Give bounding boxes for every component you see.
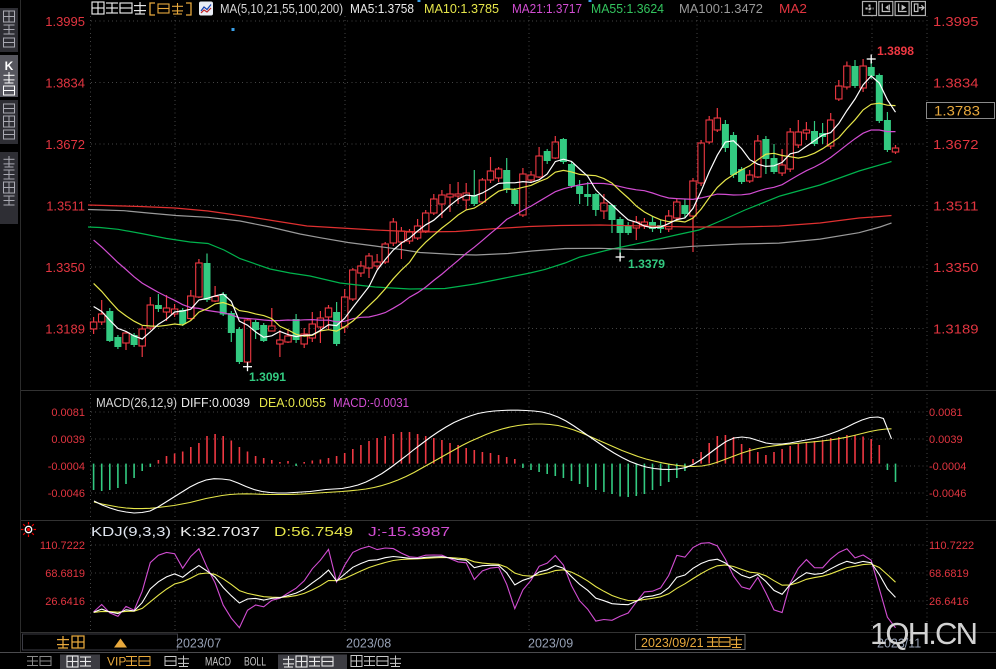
svg-text:2023/09/21: 2023/09/21 xyxy=(641,636,704,650)
svg-text:1.3672: 1.3672 xyxy=(45,137,85,152)
svg-text:-0.0004: -0.0004 xyxy=(929,461,966,473)
svg-text:MA100:1.3472: MA100:1.3472 xyxy=(679,1,763,16)
svg-text:-0.0004: -0.0004 xyxy=(48,461,85,473)
svg-text:-0.0046: -0.0046 xyxy=(48,488,85,500)
svg-text:1.3995: 1.3995 xyxy=(933,14,979,29)
svg-text:2023/08: 2023/08 xyxy=(346,637,391,651)
svg-text:KDJ(9,3,3): KDJ(9,3,3) xyxy=(91,524,171,539)
svg-text:DIFF:0.0039: DIFF:0.0039 xyxy=(181,395,250,410)
svg-text:MA(5,10,21,55,100,200): MA(5,10,21,55,100,200) xyxy=(220,1,343,16)
svg-text:VIP: VIP xyxy=(107,655,126,669)
svg-text:D:56.7549: D:56.7549 xyxy=(274,524,353,539)
svg-text:1.3350: 1.3350 xyxy=(45,260,85,275)
svg-text:1.3091: 1.3091 xyxy=(249,370,286,384)
svg-text:K: K xyxy=(5,59,14,73)
svg-text:MA10:1.3785: MA10:1.3785 xyxy=(424,1,499,16)
svg-text:1.3189: 1.3189 xyxy=(933,322,979,337)
svg-text:1.3995: 1.3995 xyxy=(45,14,85,29)
svg-text:0.0081: 0.0081 xyxy=(929,407,963,419)
svg-text:2023/11: 2023/11 xyxy=(877,637,921,651)
svg-text:MA55:1.3624: MA55:1.3624 xyxy=(591,1,664,16)
svg-text:68.6819: 68.6819 xyxy=(45,568,85,580)
svg-text:1.3783: 1.3783 xyxy=(934,104,980,119)
svg-text:1.3511: 1.3511 xyxy=(933,199,979,214)
svg-text:1.3350: 1.3350 xyxy=(933,260,979,275)
svg-text:1QH.CN: 1QH.CN xyxy=(870,616,978,651)
svg-text:0.0081: 0.0081 xyxy=(51,407,85,419)
svg-text:110.7222: 110.7222 xyxy=(929,540,974,552)
svg-text:DEA:0.0055: DEA:0.0055 xyxy=(259,395,326,410)
svg-text:26.6416: 26.6416 xyxy=(45,596,85,608)
svg-text:K:32.7037: K:32.7037 xyxy=(180,524,260,539)
svg-text:MA21:1.3717: MA21:1.3717 xyxy=(512,1,582,16)
svg-text:J:-15.3987: J:-15.3987 xyxy=(368,524,450,539)
svg-text:BOLL: BOLL xyxy=(244,655,266,669)
svg-text:1.3379: 1.3379 xyxy=(628,257,665,271)
svg-text:1.3834: 1.3834 xyxy=(933,76,979,91)
svg-text:110.7222: 110.7222 xyxy=(40,540,85,552)
svg-text:1.3189: 1.3189 xyxy=(45,322,85,337)
svg-text:1.3898: 1.3898 xyxy=(877,44,914,58)
svg-text:26.6416: 26.6416 xyxy=(929,596,969,608)
svg-text:2023/07: 2023/07 xyxy=(176,637,221,651)
svg-text:-0.0046: -0.0046 xyxy=(929,488,966,500)
svg-text:1.3834: 1.3834 xyxy=(45,76,85,91)
svg-text:MACD:-0.0031: MACD:-0.0031 xyxy=(333,395,409,410)
svg-text:68.6819: 68.6819 xyxy=(929,568,969,580)
svg-text:MACD(26,12,9): MACD(26,12,9) xyxy=(96,395,177,410)
svg-text:0.0039: 0.0039 xyxy=(51,434,85,446)
svg-text:0.0039: 0.0039 xyxy=(929,434,963,446)
svg-text:2023/09: 2023/09 xyxy=(528,637,573,651)
svg-text:MA2: MA2 xyxy=(779,1,807,16)
svg-text:1.3672: 1.3672 xyxy=(933,137,979,152)
svg-text:1.3511: 1.3511 xyxy=(46,199,85,214)
svg-text:MACD: MACD xyxy=(205,655,231,669)
svg-text:MA5:1.3758: MA5:1.3758 xyxy=(350,1,414,16)
